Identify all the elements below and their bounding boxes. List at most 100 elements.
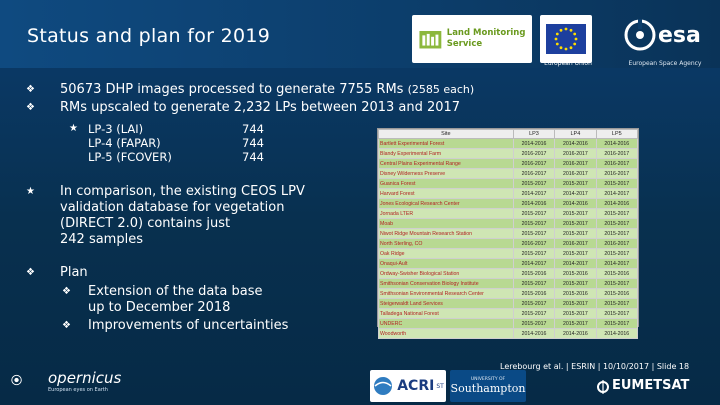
table-row: Jornada LTER 2015-2017 2015-2017 2015-2017	[378, 208, 639, 219]
table-row: Talladega National Forest 2015-2017 2015-2…	[378, 308, 639, 319]
table-cell-years: 2014-2016	[512, 198, 556, 209]
acri-globe-icon	[374, 377, 393, 395]
diamond-bullet-icon: ❖	[26, 267, 35, 278]
table-cell-years: 2015-2016	[512, 288, 556, 299]
table-cell-years: 2014-2017	[595, 258, 639, 269]
table-cell-years: 2015-2017	[554, 318, 597, 329]
table-row: Oak Ridge 2015-2017 2015-2017 2015-2017	[378, 248, 639, 259]
table-row: Onaqui-Ault 2014-2017 2014-2017 2014-2017	[378, 258, 639, 269]
table-row: North Sterling, CO 2016-2017 2016-2017 2016…	[378, 238, 639, 249]
eu-flag-icon	[546, 24, 586, 54]
table-row: Smithsonian Conservation Biology Institu…	[378, 278, 639, 289]
star-bullet-icon: ★	[69, 123, 78, 134]
land-monitoring-icon	[419, 30, 442, 49]
table-cell-years: 2015-2017	[512, 218, 556, 229]
diamond-bullet-icon: ❖	[62, 286, 71, 297]
table-row: Guanica Forest 2015-2017 2015-2017 2015-201…	[378, 178, 639, 189]
table-cell-site: Harvard Forest	[378, 188, 514, 199]
lp5-value: 744	[242, 150, 264, 164]
table-cell-site: Guanica Forest	[378, 178, 514, 189]
table-cell-years: 2015-2017	[554, 278, 597, 289]
table-cell-site: Bartlett Experimental Forest	[378, 138, 514, 149]
table-cell-site: Smithsonian Environmental Research Cente…	[378, 288, 514, 299]
table-cell-years: 2015-2017	[554, 248, 597, 259]
esa-text: esa	[658, 23, 701, 48]
table-row: Bartlett Experimental Forest 2014-2016 201…	[378, 138, 639, 149]
table-row: Central Plains Experimental Range 2016-20…	[378, 158, 639, 169]
table-cell-site: Blandy Experimental Farm	[378, 148, 514, 159]
esa-label: European Space Agency	[628, 60, 702, 67]
table-cell-years: 2015-2017	[595, 178, 639, 189]
table-header-lp3: LP3	[512, 129, 556, 139]
table-cell-years: 2016-2017	[512, 168, 556, 179]
table-row: UNDERC 2015-2017 2015-2017 2015-2017	[378, 318, 639, 329]
table-cell-years: 2015-2017	[554, 228, 597, 239]
eumetsat-text: EUMETSAT	[612, 378, 690, 393]
table-cell-years: 2015-2016	[512, 268, 556, 279]
table-cell-site: Ordway-Swisher Biological Station	[378, 268, 514, 279]
table-cell-years: 2016-2017	[512, 238, 556, 249]
table-cell-years: 2015-2017	[512, 178, 556, 189]
table-cell-years: 2015-2016	[595, 288, 639, 299]
table-cell-site: Steigerwaldt Land Services	[378, 298, 514, 309]
lp3-label: LP-3 (LAI)	[88, 122, 144, 136]
table-cell-years: 2015-2017	[595, 248, 639, 259]
bullet-images-processed: 50673 DHP images processed to generate 7…	[60, 82, 474, 97]
acri-text: ACRI	[397, 378, 435, 394]
table-cell-years: 2015-2017	[554, 298, 597, 309]
land-monitoring-text: Land Monitoring Service	[446, 28, 526, 49]
table-body: Bartlett Experimental Forest 2014-2016 201…	[378, 138, 639, 339]
table-cell-years: 2014-2017	[512, 258, 556, 269]
footer-citation: Lerebourg et al. | ESRIN | 10/10/2017 | …	[500, 362, 690, 371]
header-band	[0, 0, 720, 68]
table-cell-years: 2014-2017	[554, 258, 597, 269]
lp5-label: LP-5 (FCOVER)	[88, 150, 172, 164]
table-cell-years: 2016-2017	[512, 158, 556, 169]
table-cell-years: 2014-2016	[554, 138, 597, 149]
table-cell-years: 2015-2017	[595, 228, 639, 239]
table-cell-site: Central Plains Experimental Range	[378, 158, 514, 169]
comparison-line-4: 242 samples	[60, 232, 143, 247]
table-row: Harvard Forest 2014-2017 2014-2017 2014-201…	[378, 188, 639, 199]
eu-label: European Union	[544, 60, 592, 67]
table-cell-site: Onaqui-Ault	[378, 258, 514, 269]
table-cell-years: 2014-2017	[512, 188, 556, 199]
table-cell-years: 2016-2017	[554, 168, 597, 179]
table-cell-years: 2016-2017	[595, 238, 639, 249]
table-cell-years: 2015-2017	[554, 178, 597, 189]
table-cell-years: 2016-2017	[512, 148, 556, 159]
table-cell-site: Disney Wilderness Preserve	[378, 168, 514, 179]
table-cell-years: 2016-2017	[554, 238, 597, 249]
table-cell-site: Jornada LTER	[378, 208, 514, 219]
table-cell-years: 2014-2016	[595, 138, 639, 149]
table-cell-site: Jones Ecological Research Center	[378, 198, 514, 209]
lp4-label: LP-4 (FAPAR)	[88, 136, 161, 150]
table-row: Niwot Ridge Mountain Research Station 201…	[378, 228, 639, 239]
bullet-rms-upscaled: RMs upscaled to generate 2,232 LPs betwe…	[60, 100, 461, 115]
lp4-value: 744	[242, 136, 264, 150]
eu-flag-logo	[540, 15, 592, 63]
table-cell-site: Oak Ridge	[378, 248, 514, 259]
site-table: Site LP3 LP4 LP5 Bartlett Experimental F…	[377, 128, 639, 339]
table-row: Steigerwaldt Land Services 2015-2017 2015-…	[378, 298, 639, 309]
plan-item-2-line-1: Improvements of uncertainties	[88, 318, 289, 333]
table-cell-years: 2016-2017	[554, 148, 597, 159]
southampton-text: Southampton	[450, 382, 526, 395]
plan-item-1-line-1: Extension of the data base	[88, 284, 263, 299]
table-cell-years: 2014-2017	[554, 188, 597, 199]
table-row: Disney Wilderness Preserve 2016-2017 2016-…	[378, 168, 639, 179]
table-header-lp4: LP4	[554, 129, 597, 139]
slide-title: Status and plan for 2019	[27, 25, 271, 47]
table-cell-years: 2016-2017	[554, 158, 597, 169]
table-cell-years: 2016-2017	[595, 148, 639, 159]
acri-sub: ST	[436, 382, 444, 390]
diamond-bullet-icon: ❖	[26, 102, 35, 113]
bullet-images-note: (2585 each)	[407, 83, 475, 96]
diamond-bullet-icon: ❖	[26, 84, 35, 95]
table-header-site: Site	[378, 129, 514, 139]
table-row: Smithsonian Environmental Research Cente…	[378, 288, 639, 299]
table-cell-years: 2015-2017	[554, 308, 597, 319]
table-cell-years: 2015-2017	[595, 298, 639, 309]
table-cell-years: 2015-2017	[512, 318, 556, 329]
table-cell-years: 2015-2017	[595, 208, 639, 219]
